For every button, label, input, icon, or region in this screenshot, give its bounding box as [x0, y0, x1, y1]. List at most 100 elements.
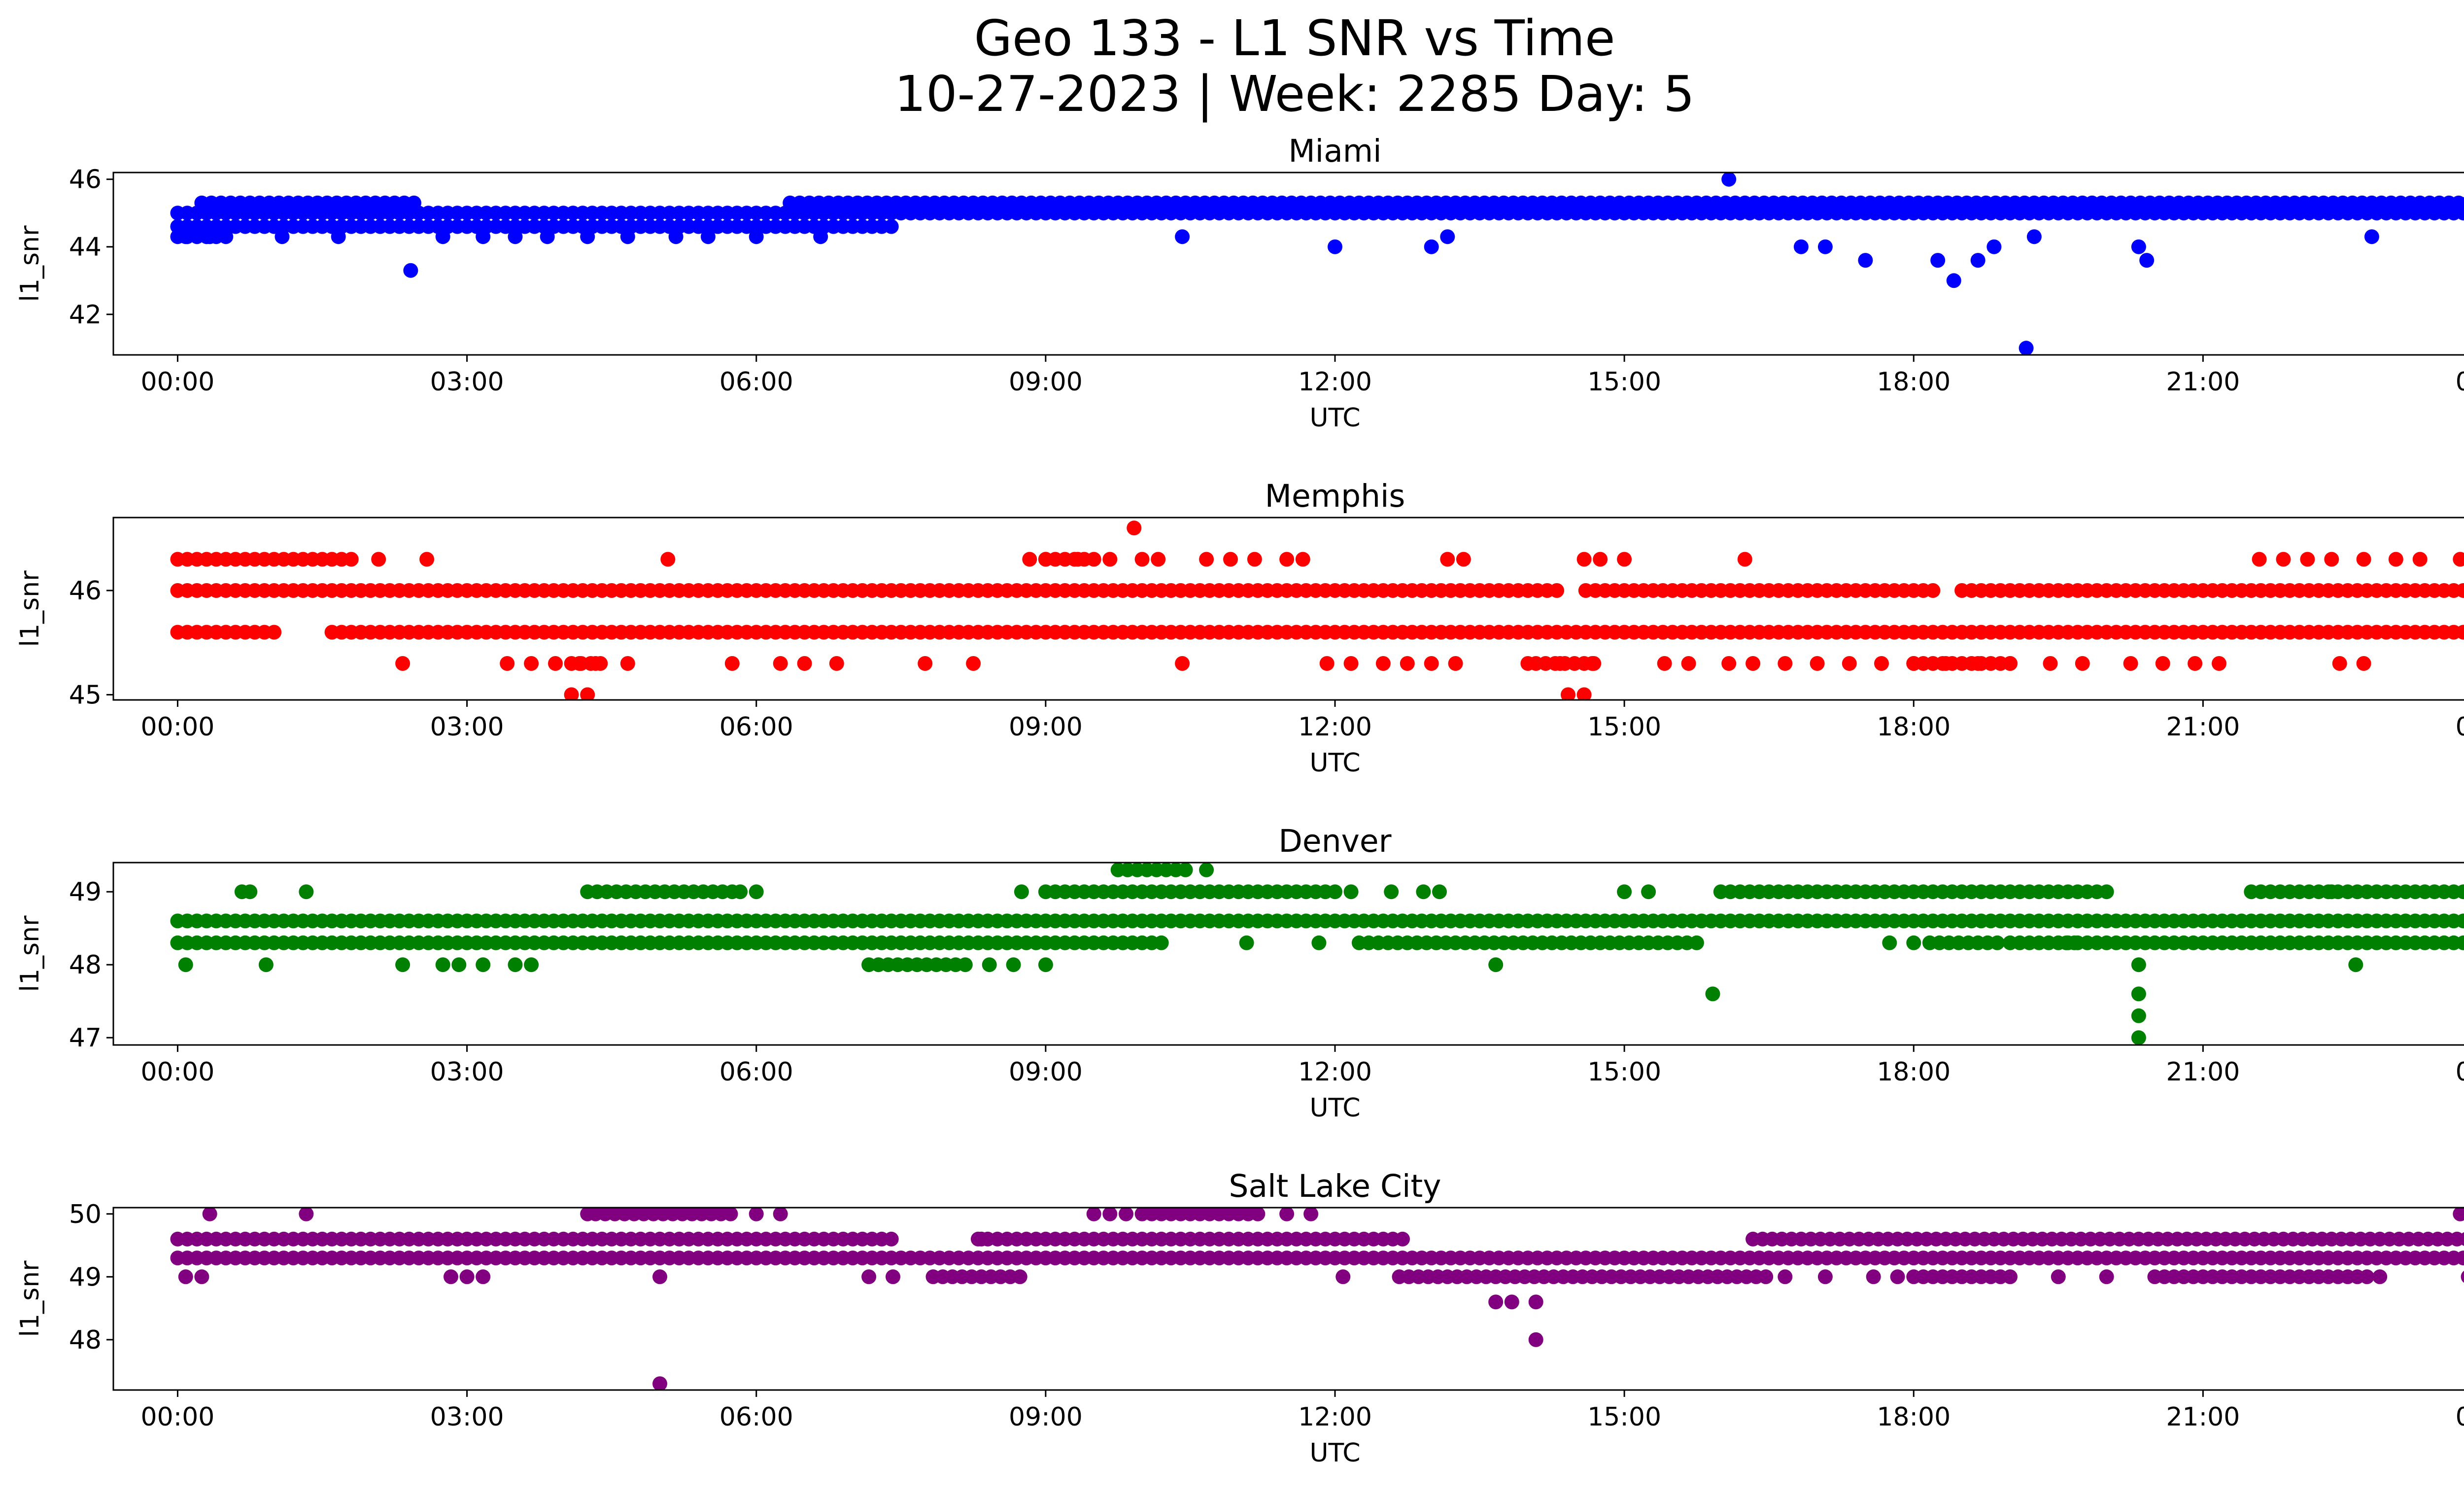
data-point	[476, 957, 491, 973]
data-point	[2360, 1269, 2375, 1285]
data-point	[2123, 656, 2138, 671]
x-tick-label: 06:00	[719, 1057, 793, 1087]
data-point	[1199, 863, 1214, 877]
data-point	[588, 656, 603, 671]
y-tick-label: 49	[69, 877, 102, 907]
data-point	[508, 957, 523, 973]
data-point	[829, 656, 844, 671]
data-point	[1432, 884, 1447, 900]
data-point	[660, 552, 676, 567]
data-point	[242, 884, 258, 900]
data-point	[1424, 656, 1439, 671]
data-point	[1102, 552, 1118, 567]
data-point	[1488, 1294, 1504, 1310]
data-point	[2456, 625, 2464, 640]
y-tick-label: 48	[69, 1325, 102, 1355]
data-point	[299, 1208, 314, 1221]
data-point	[1119, 1208, 1133, 1221]
data-point	[1319, 656, 1335, 671]
data-point	[1022, 552, 1037, 567]
data-point	[1038, 552, 1053, 567]
x-tick-label: 06:00	[719, 367, 793, 397]
data-point	[1817, 239, 1833, 254]
x-axis-label: UTC	[1309, 403, 1360, 433]
data-point	[1778, 1269, 1793, 1285]
data-point	[2131, 1008, 2146, 1023]
x-tick-label: 12:00	[1298, 1057, 1372, 1087]
data-point	[2276, 552, 2291, 567]
x-tick-label: 09:00	[1009, 367, 1083, 397]
data-point	[572, 656, 587, 671]
data-point	[1882, 935, 1897, 950]
figure-title-line1: Geo 133 - L1 SNR vs Time	[974, 9, 1615, 67]
data-point	[982, 957, 997, 973]
data-point	[1778, 656, 1793, 671]
data-point	[1014, 884, 1029, 900]
x-tick-label: 09:00	[1009, 712, 1083, 742]
x-axis-label: UTC	[1309, 748, 1360, 778]
y-tick-label: 47	[69, 1023, 102, 1053]
data-point	[1681, 656, 1696, 671]
data-point	[1721, 173, 1737, 187]
data-point	[1127, 521, 1142, 536]
data-point	[435, 229, 450, 244]
y-tick-label: 46	[69, 576, 102, 606]
data-point	[178, 229, 193, 244]
data-point	[1584, 656, 1600, 671]
figure-title-line2: 10-27-2023 | Week: 2285 Day: 5	[894, 65, 1694, 123]
x-tick-label: 00:00	[2456, 712, 2464, 742]
data-point	[1395, 1231, 1410, 1247]
data-point	[1842, 656, 1857, 671]
data-point	[1593, 552, 1608, 567]
x-tick-label: 21:00	[2166, 1402, 2240, 1432]
data-point	[668, 229, 684, 244]
data-point	[1970, 253, 1985, 268]
data-point	[2324, 884, 2339, 900]
x-axis-label: UTC	[1309, 1438, 1360, 1468]
data-point	[2003, 1269, 2018, 1285]
data-point	[459, 1269, 475, 1285]
data-point	[2324, 552, 2339, 567]
data-point	[1989, 935, 2005, 950]
data-point	[371, 552, 386, 567]
data-point	[1552, 656, 1568, 671]
data-point	[2099, 1269, 2114, 1285]
data-point	[178, 957, 193, 973]
data-point	[1817, 1269, 1833, 1285]
data-point	[419, 552, 435, 567]
x-tick-label: 21:00	[2166, 367, 2240, 397]
data-point	[1504, 1294, 1519, 1310]
data-point	[1303, 1208, 1319, 1221]
data-point	[1641, 884, 1656, 900]
data-point	[966, 656, 981, 671]
data-point	[178, 1269, 193, 1285]
data-point	[331, 229, 346, 244]
x-tick-label: 15:00	[1587, 1402, 1661, 1432]
data-point	[2459, 1232, 2464, 1246]
data-point	[1456, 552, 1471, 567]
data-point	[1178, 863, 1193, 877]
data-point	[1561, 687, 1575, 700]
data-point	[620, 229, 635, 244]
data-point	[1549, 583, 1565, 598]
x-tick-label: 12:00	[1298, 1402, 1372, 1432]
panel-3: Salt Lake City 00:00 03:00 06:00 09:00 12:00 1…	[15, 1168, 2464, 1468]
data-point	[2075, 656, 2090, 671]
data-point	[2188, 656, 2203, 671]
data-point	[2364, 229, 2379, 244]
data-point	[723, 1208, 738, 1221]
data-point	[2372, 1269, 2388, 1285]
data-point	[1006, 957, 1021, 973]
data-point	[2388, 552, 2403, 567]
data-point	[2453, 1208, 2464, 1221]
data-point	[2019, 341, 2034, 355]
data-point	[1250, 1208, 1266, 1221]
data-point	[1520, 656, 1536, 671]
y-axis-label: l1_snr	[15, 225, 45, 302]
panel-0: Miami 00:00 03:00 06:00 09:00 12:00 15:00 18:00…	[15, 133, 2464, 433]
y-tick-label: 45	[69, 680, 102, 710]
data-point	[1689, 935, 1704, 950]
data-point	[267, 625, 282, 640]
data-point	[620, 656, 635, 671]
